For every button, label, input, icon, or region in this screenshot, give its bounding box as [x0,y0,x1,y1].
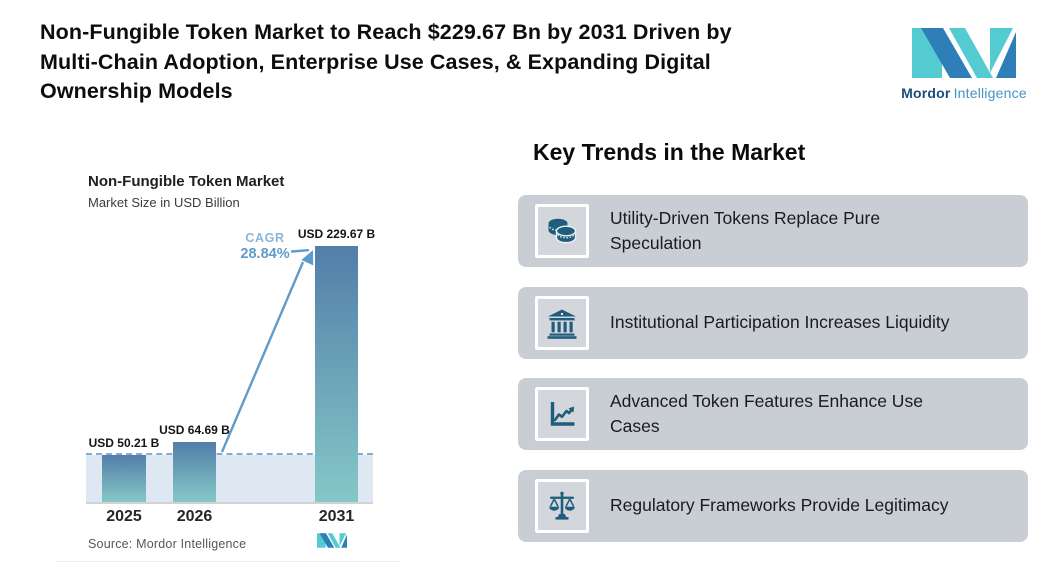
bank-icon [535,295,589,350]
bar-value-label: USD 50.21 B [88,436,160,450]
cagr-value: 28.84% [240,246,290,262]
brand-name-bold: Mordor [901,85,951,101]
trend-card: Advanced Token Features Enhance Use Case… [518,378,1028,450]
key-trends-heading: Key Trends in the Market [533,139,806,165]
chart-subtitle: Market Size in USD Billion [88,195,240,210]
market-chart-panel: Non-Fungible Token Market Market Size in… [57,165,400,562]
x-axis-line [86,502,373,504]
line-chart-icon [535,387,589,441]
trend-label: Regulatory Frameworks Provide Legitimacy [610,495,949,515]
brand-mark-small-icon [317,533,347,548]
page-title: Non-Fungible Token Market to Reach $229.… [40,20,732,103]
trend-card: Institutional Participation Increases Li… [518,286,1028,359]
chart-source: Source: Mordor Intelligence [88,537,247,551]
bar-value-label: USD 64.69 B [159,423,230,437]
trend-label: Advanced Token Features Enhance Use Case… [610,391,923,436]
brand-name-light: Intelligence [953,85,1027,101]
trend-label: Utility-Driven Tokens Replace Pure Specu… [610,208,881,253]
brand-mark-icon [912,28,1016,78]
mordor-intelligence-logo: Mordor Intelligence [894,28,1034,101]
bar-2026 [173,442,216,502]
trend-card: Utility-Driven Tokens Replace Pure Specu… [518,195,1028,267]
trend-label: Institutional Participation Increases Li… [610,312,950,332]
scales-icon [535,478,589,533]
brand-wordmark: Mordor Intelligence [894,85,1034,101]
reference-dashed-line [86,453,373,455]
bar-2031 [315,246,358,502]
cagr-label: CAGR [245,231,285,245]
trend-card: Regulatory Frameworks Provide Legitimacy [518,469,1028,542]
coins-icon [535,204,589,258]
growth-arrow-icon [220,249,314,453]
x-axis-tick-label: 2031 [318,508,355,525]
trend-card-list: Utility-Driven Tokens Replace Pure Specu… [518,195,1028,542]
bar-2025 [102,455,146,502]
bar-value-label: USD 229.67 B [297,227,376,241]
chart-title: Non-Fungible Token Market [88,173,285,190]
x-axis-tick-label: 2025 [106,508,142,525]
x-axis-tick-label: 2026 [176,508,213,525]
